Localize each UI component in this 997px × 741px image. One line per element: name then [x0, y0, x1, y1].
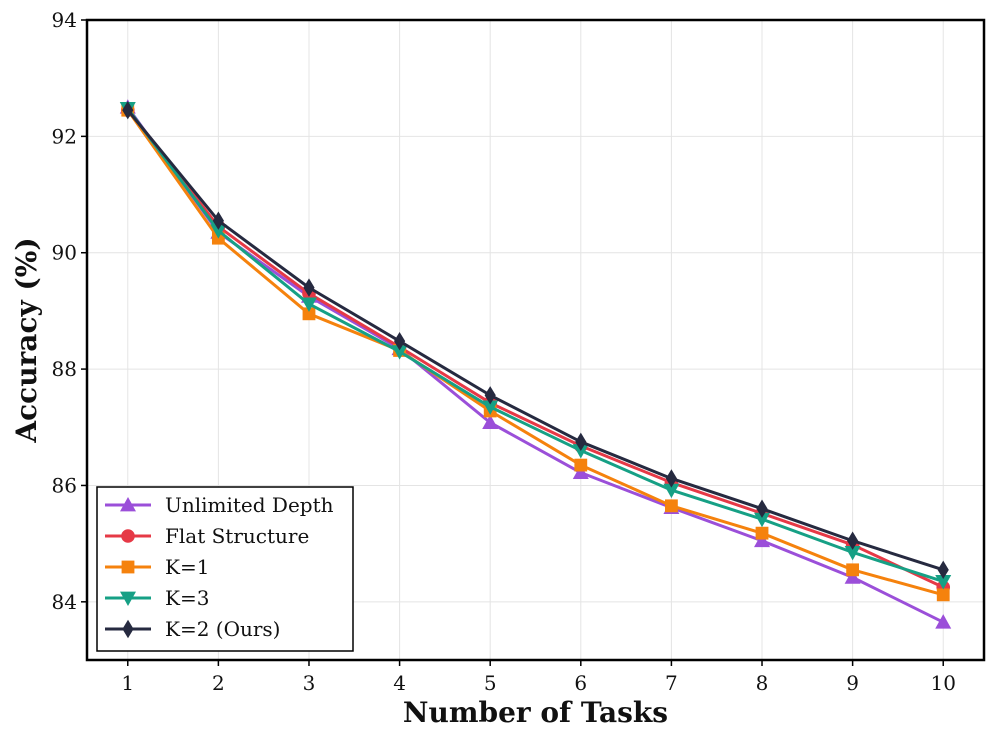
y-axis-title: Accuracy (%) [10, 237, 43, 443]
data-point [210, 224, 227, 239]
series-line [126, 109, 944, 589]
series-line [126, 109, 944, 572]
y-tick-label: 94 [52, 8, 77, 32]
data-point [303, 278, 315, 297]
x-tick-label: 3 [303, 671, 316, 695]
data-point [935, 575, 952, 590]
data-point [844, 569, 861, 584]
data-point [844, 545, 861, 561]
data-point [212, 211, 224, 230]
legend-item: Unlimited Depth [105, 493, 334, 517]
data-point [484, 386, 496, 405]
data-point [754, 512, 771, 528]
series-line [126, 109, 944, 597]
y-tick-label: 86 [52, 473, 77, 497]
data-point [846, 563, 860, 577]
x-tick-label: 8 [756, 671, 769, 695]
x-tick-label: 10 [931, 671, 956, 695]
y-tick-label: 84 [52, 590, 77, 614]
data-point [575, 432, 587, 452]
data-point [935, 614, 952, 629]
data-point [756, 499, 768, 518]
x-tick-label: 9 [846, 671, 859, 695]
data-point [937, 560, 949, 580]
data-point [300, 297, 317, 312]
data-point [663, 483, 680, 499]
legend-item: K=1 [105, 555, 209, 579]
data-point [122, 100, 134, 120]
series-line [126, 106, 944, 624]
legend-label: K=3 [165, 586, 209, 610]
legend-label: K=1 [165, 555, 209, 579]
y-tick-label: 88 [52, 357, 77, 381]
series-k-2-ours [122, 100, 949, 580]
legend: Unlimited Depth Flat Structure K=1 K=3 K=2 (… [96, 486, 354, 652]
x-tick-label: 6 [574, 671, 587, 695]
legend-item: K=2 (Ours) [105, 617, 281, 641]
legend-marker [120, 591, 136, 606]
x-tick-label: 1 [121, 671, 134, 695]
data-point [574, 458, 588, 472]
data-point [391, 345, 408, 360]
data-point [665, 469, 678, 488]
data-point [754, 532, 771, 548]
legend-label: K=2 (Ours) [165, 617, 281, 641]
legend-marker [120, 497, 136, 512]
plot-frame [85, 18, 986, 662]
legend-label: Unlimited Depth [165, 493, 334, 517]
x-tick-label: 2 [212, 671, 225, 695]
legend-marker [121, 560, 135, 574]
series-line [126, 107, 944, 583]
data-point [482, 414, 499, 430]
data-point [847, 531, 859, 550]
legend-item: Flat Structure [105, 524, 309, 548]
x-tick-label: 7 [665, 671, 678, 695]
data-point [755, 526, 769, 540]
data-point [572, 444, 589, 459]
x-axis-title: Number of Tasks [403, 696, 668, 729]
data-point [302, 307, 316, 321]
legend-marker [121, 529, 135, 543]
data-series [119, 99, 952, 629]
axis-ticks: 84 86 88 90 92 94 1 2 3 4 5 6 7 8 9 10 [52, 8, 956, 695]
x-tick-label: 5 [484, 671, 497, 695]
data-point [393, 331, 406, 351]
data-point [572, 464, 589, 480]
y-tick-label: 90 [52, 241, 77, 265]
data-point [482, 400, 499, 415]
series-k-3 [119, 102, 952, 590]
data-point [665, 499, 678, 513]
legend-marker [122, 619, 134, 639]
legend-item: K=3 [105, 586, 209, 610]
legend-box [96, 486, 354, 652]
data-point [936, 588, 950, 602]
y-tick-label: 92 [52, 124, 77, 148]
x-tick-label: 4 [393, 671, 406, 695]
legend-label: Flat Structure [165, 524, 309, 548]
